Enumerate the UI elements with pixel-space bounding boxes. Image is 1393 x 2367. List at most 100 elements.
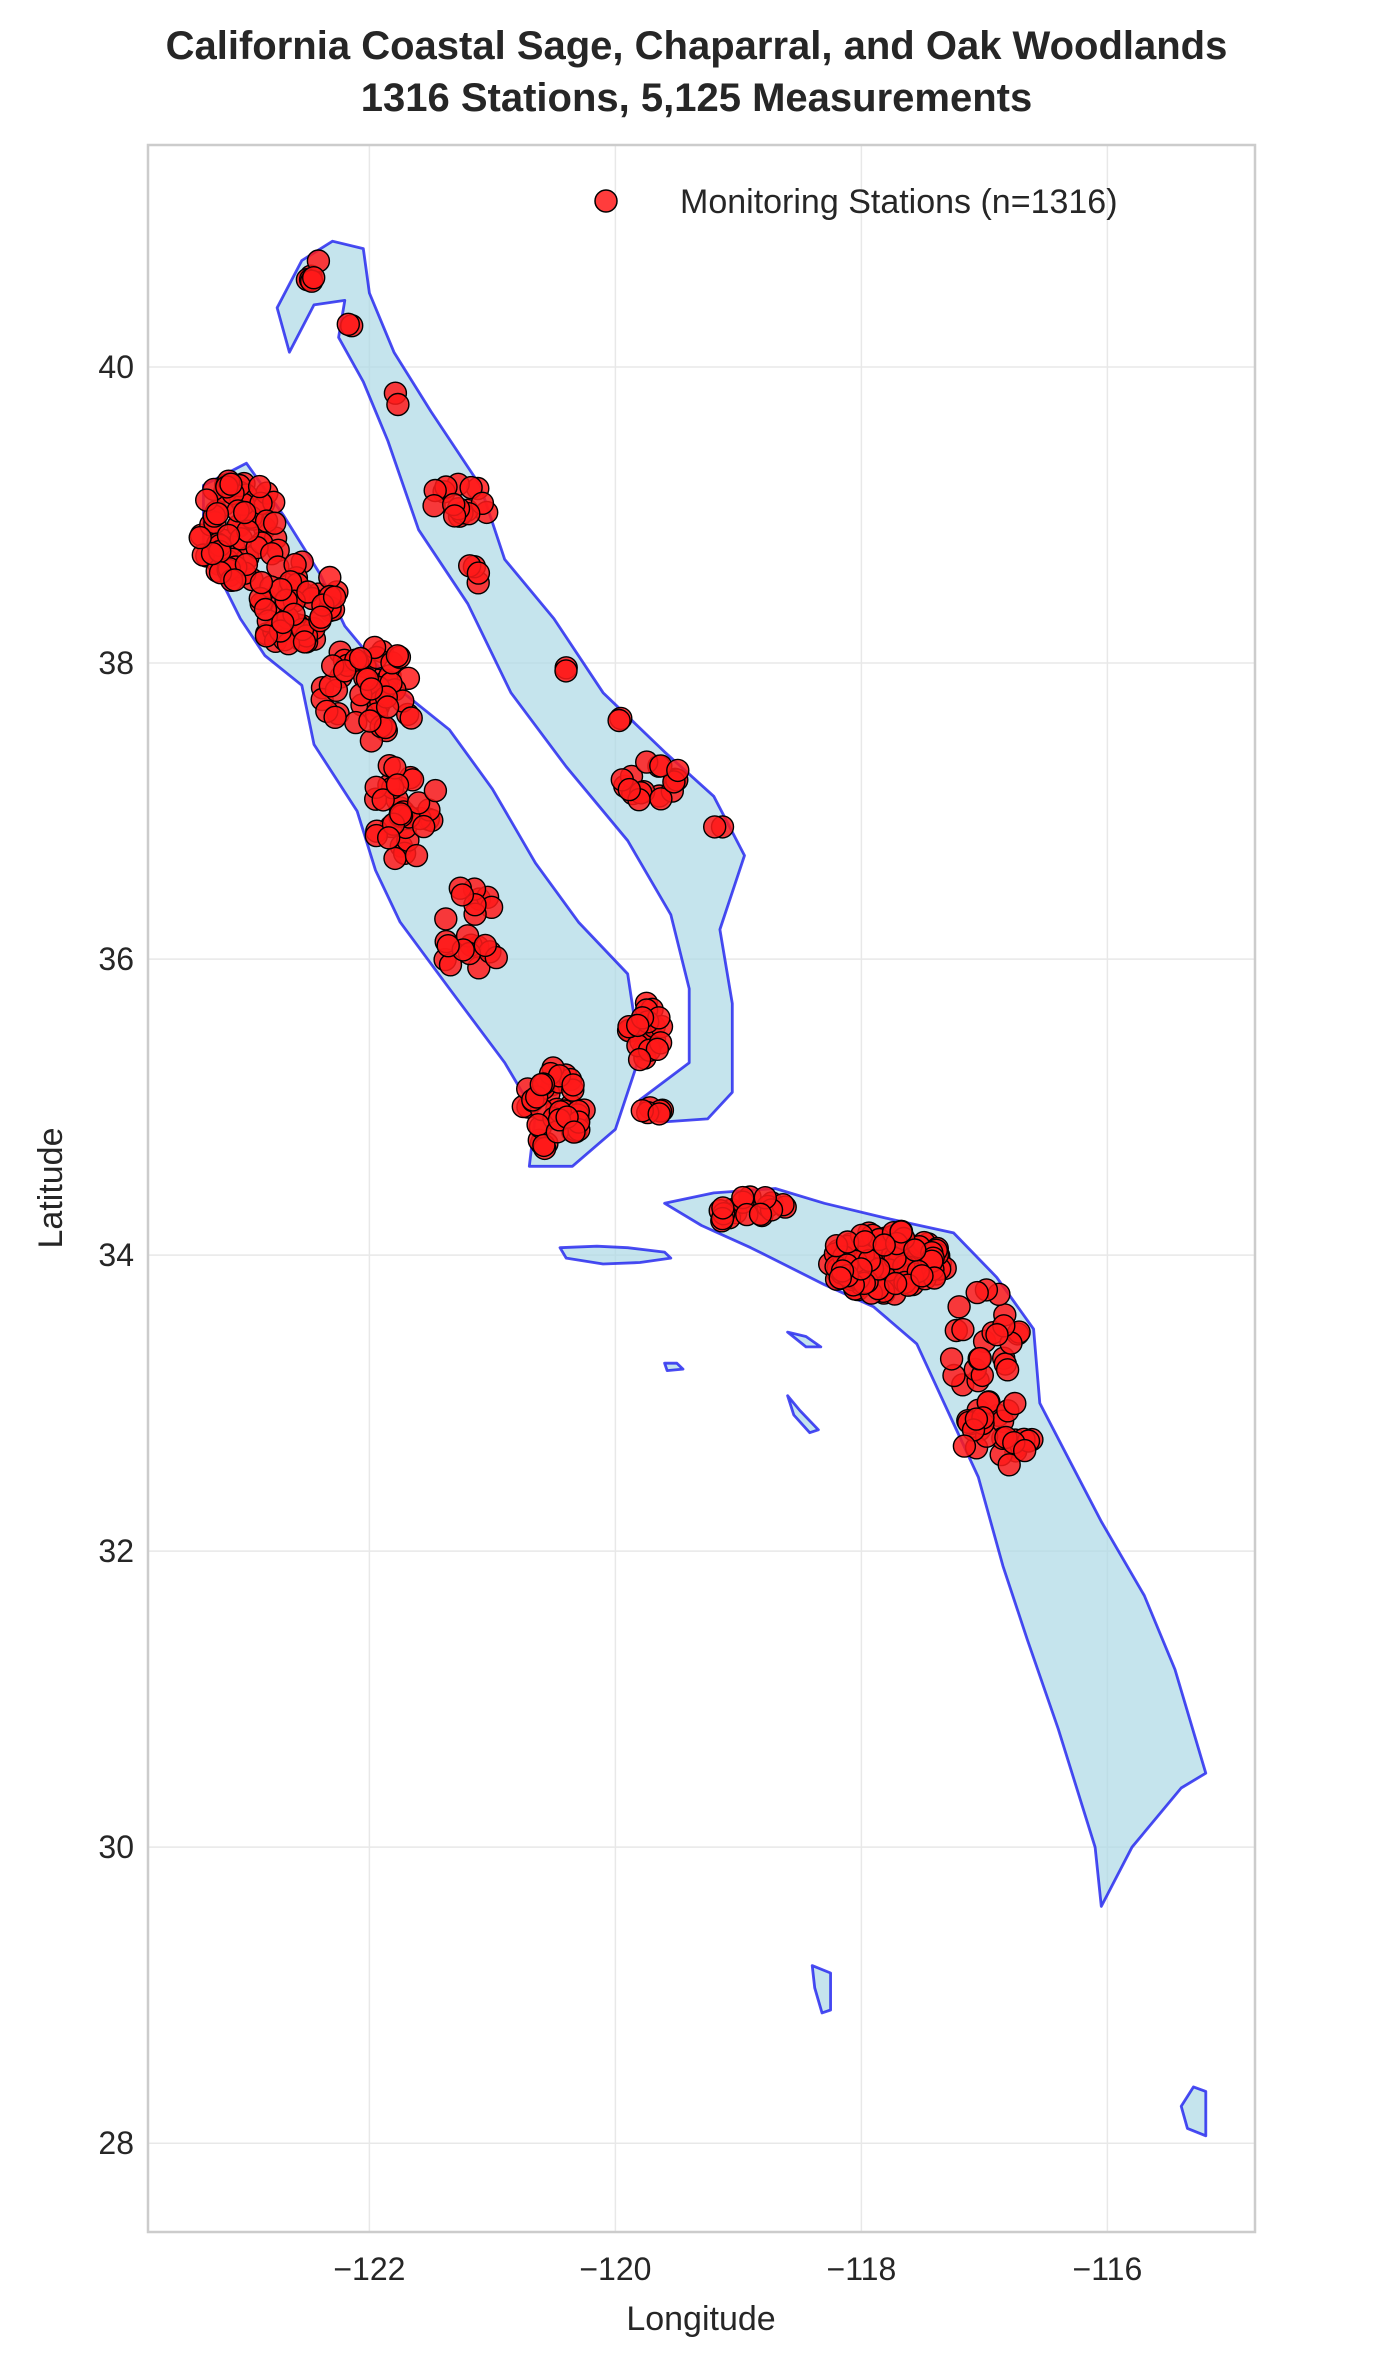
- station-point: [359, 677, 384, 701]
- station-point: [554, 659, 578, 683]
- station-point: [647, 1102, 671, 1126]
- station-point: [371, 788, 395, 812]
- station-points: [188, 249, 1044, 1477]
- station-point: [309, 605, 333, 629]
- legend-marker: [594, 189, 618, 213]
- station-point: [889, 1220, 913, 1244]
- station-point: [292, 630, 317, 654]
- region-cedros-island: [1179, 2085, 1208, 2138]
- station-point: [336, 312, 360, 336]
- station-point: [995, 1358, 1020, 1382]
- station-point: [375, 695, 400, 719]
- station-point: [389, 802, 413, 826]
- station-point: [703, 815, 727, 839]
- station-point: [385, 644, 410, 668]
- chart-subtitle: 1316 Stations, 5,125 Measurements: [360, 76, 1033, 120]
- station-point: [412, 814, 436, 839]
- station-point: [385, 773, 410, 797]
- station-point: [883, 1271, 908, 1296]
- region-southern-coast-band: [663, 1187, 1208, 1908]
- station-point: [985, 1322, 1009, 1347]
- station-point: [561, 1073, 585, 1097]
- station-point: [232, 500, 257, 525]
- station-point: [247, 474, 272, 499]
- station-point: [253, 597, 278, 622]
- station-point: [200, 541, 225, 566]
- station-point: [473, 933, 497, 958]
- station-point: [296, 580, 320, 604]
- station-point: [968, 1346, 992, 1371]
- station-point: [666, 758, 690, 783]
- station-point: [853, 1230, 877, 1254]
- station-point: [1012, 1438, 1037, 1463]
- station-point: [828, 1266, 852, 1290]
- region-channel-islands-north: [558, 1244, 673, 1266]
- station-point: [607, 708, 631, 733]
- legend-label: Monitoring Stations (n=1316): [680, 183, 1118, 221]
- station-point: [234, 552, 259, 577]
- station-point: [423, 778, 448, 803]
- station-point: [748, 1202, 773, 1227]
- station-point: [872, 1233, 896, 1257]
- station-point: [466, 561, 491, 585]
- station-point: [205, 502, 230, 526]
- station-point: [358, 709, 382, 733]
- station-point: [951, 1317, 975, 1342]
- station-point: [386, 392, 410, 417]
- station-point: [450, 883, 475, 907]
- station-point: [404, 843, 429, 868]
- station-point: [406, 791, 431, 815]
- station-point: [617, 777, 641, 802]
- x-axis-ticks: −122 −120 −118 −116: [333, 2251, 1142, 2287]
- x-axis-label: Longitude: [626, 2300, 775, 2338]
- y-tick-label: 30: [98, 1829, 134, 1865]
- station-point: [436, 934, 460, 958]
- station-point: [422, 494, 446, 518]
- station-point: [964, 1407, 989, 1431]
- station-point: [323, 705, 347, 729]
- station-point: [965, 1280, 989, 1305]
- station-point: [254, 624, 279, 648]
- y-axis-label: Latitude: [32, 1128, 70, 1249]
- station-point: [434, 907, 458, 931]
- x-tick-label: −118: [827, 2251, 897, 2287]
- legend: Monitoring Stations (n=1316): [594, 183, 1118, 221]
- station-point: [910, 1264, 934, 1288]
- station-point: [939, 1347, 964, 1371]
- station-point: [377, 826, 401, 850]
- station-point: [626, 1013, 650, 1038]
- station-point: [627, 1047, 652, 1072]
- station-point: [219, 472, 243, 496]
- station-point: [1003, 1391, 1027, 1416]
- region-guadalupe-island: [810, 1964, 832, 2015]
- x-tick-label: −116: [1073, 2251, 1143, 2287]
- station-point: [442, 504, 467, 528]
- region-santa-catalina-island: [786, 1330, 823, 1349]
- station-point: [269, 577, 293, 602]
- station-point: [399, 706, 423, 730]
- chart-title: California Coastal Sage, Chaparral, and …: [165, 24, 1228, 68]
- y-tick-label: 36: [98, 941, 134, 977]
- plot-frame: [146, 143, 1257, 2234]
- station-point: [645, 1037, 670, 1062]
- plot-area: [148, 145, 1255, 2232]
- y-tick-label: 34: [98, 1237, 134, 1273]
- station-point: [903, 1238, 927, 1262]
- station-point: [952, 1434, 977, 1458]
- station-point: [263, 511, 287, 535]
- x-tick-label: −120: [579, 2251, 651, 2287]
- station-point: [997, 1453, 1021, 1477]
- station-point: [529, 1072, 553, 1097]
- station-point: [271, 610, 295, 635]
- y-tick-label: 32: [98, 1533, 134, 1569]
- station-point: [223, 568, 247, 592]
- region-san-nicolas-island: [663, 1361, 685, 1372]
- station-point: [459, 475, 483, 500]
- y-tick-label: 40: [98, 349, 134, 385]
- station-point: [188, 525, 212, 550]
- station-point: [249, 570, 274, 595]
- y-tick-label: 28: [98, 2125, 134, 2161]
- station-point: [333, 659, 357, 683]
